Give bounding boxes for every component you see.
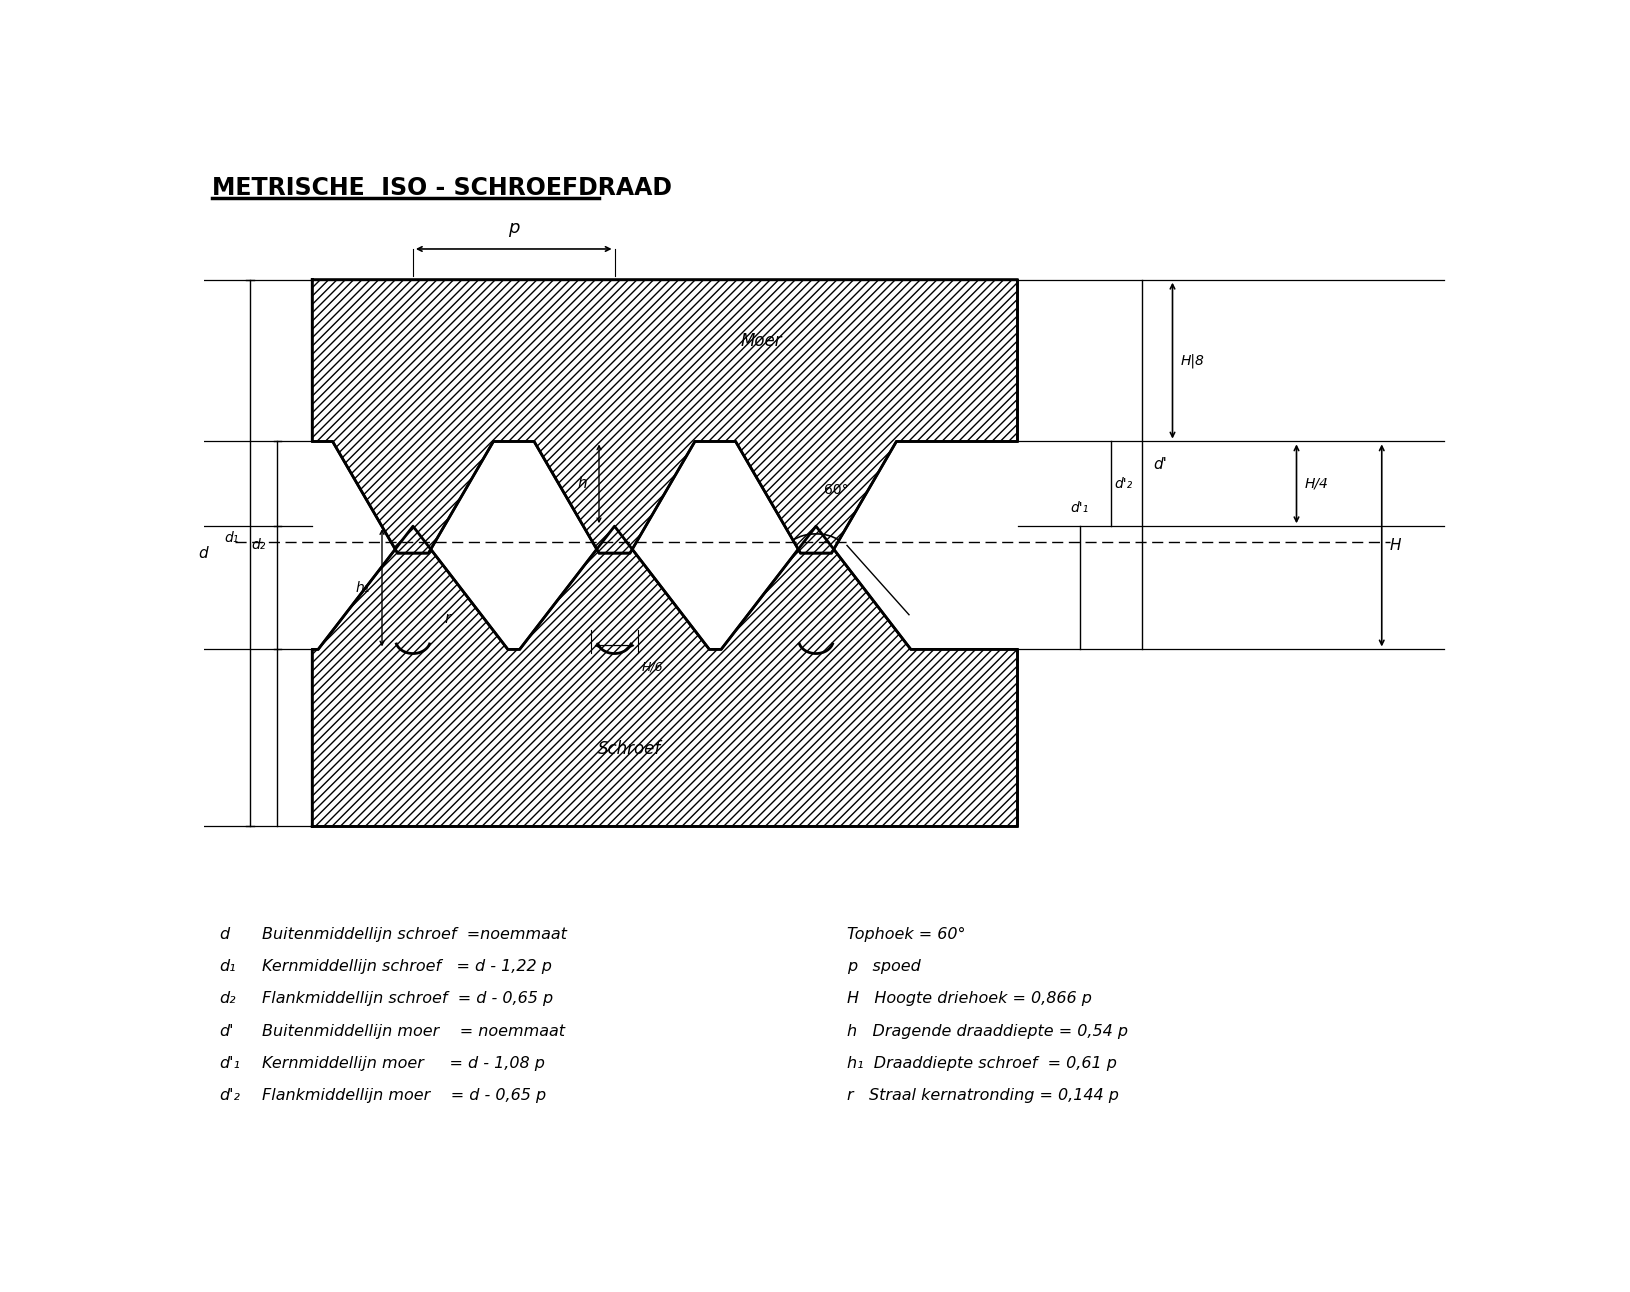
Text: d'₂: d'₂ xyxy=(220,1088,240,1103)
Text: H: H xyxy=(1389,537,1402,553)
Text: d₁: d₁ xyxy=(225,531,238,545)
Text: d'₁: d'₁ xyxy=(1071,500,1089,514)
Text: Schroef: Schroef xyxy=(598,740,662,758)
Text: d: d xyxy=(197,545,207,561)
Text: d₂: d₂ xyxy=(220,991,236,1006)
Text: r: r xyxy=(443,611,450,627)
Text: Kernmiddellijn schroef   = d - 1,22 p: Kernmiddellijn schroef = d - 1,22 p xyxy=(262,959,551,974)
Text: h   Dragende draaddiepte = 0,54 p: h Dragende draaddiepte = 0,54 p xyxy=(848,1023,1128,1039)
Text: Buitenmiddellijn schroef  =noemmaat: Buitenmiddellijn schroef =noemmaat xyxy=(262,926,567,942)
Text: METRISCHE  ISO - SCHROEFDRAAD: METRISCHE ISO - SCHROEFDRAAD xyxy=(212,176,672,200)
Text: p   spoed: p spoed xyxy=(848,959,921,974)
Text: d': d' xyxy=(220,1023,233,1039)
Text: Buitenmiddellijn moer    = noemmaat: Buitenmiddellijn moer = noemmaat xyxy=(262,1023,566,1039)
Text: Moer: Moer xyxy=(742,332,782,350)
Text: r   Straal kernatronding = 0,144 p: r Straal kernatronding = 0,144 p xyxy=(848,1088,1118,1103)
Text: d₂: d₂ xyxy=(251,539,266,553)
Text: d'₂: d'₂ xyxy=(1115,477,1133,491)
Text: H/6: H/6 xyxy=(642,662,663,674)
Text: d₁: d₁ xyxy=(220,959,236,974)
Text: d'₁: d'₁ xyxy=(220,1056,240,1071)
Polygon shape xyxy=(313,280,1017,553)
Text: h: h xyxy=(577,477,587,491)
Text: H   Hoogte driehoek = 0,866 p: H Hoogte driehoek = 0,866 p xyxy=(848,991,1092,1006)
Text: h₁  Draaddiepte schroef  = 0,61 p: h₁ Draaddiepte schroef = 0,61 p xyxy=(848,1056,1117,1071)
Text: Flankmiddellijn moer    = d - 0,65 p: Flankmiddellijn moer = d - 0,65 p xyxy=(262,1088,546,1103)
Text: 60°: 60° xyxy=(823,483,848,496)
Text: d: d xyxy=(220,926,230,942)
Polygon shape xyxy=(313,526,1017,827)
Text: H|8: H|8 xyxy=(1180,354,1205,368)
Text: p: p xyxy=(509,220,520,238)
Text: h₁: h₁ xyxy=(355,581,370,594)
Text: d': d' xyxy=(1152,457,1167,472)
Text: H/4: H/4 xyxy=(1304,477,1328,491)
Text: Kernmiddellijn moer     = d - 1,08 p: Kernmiddellijn moer = d - 1,08 p xyxy=(262,1056,544,1071)
Text: Flankmiddellijn schroef  = d - 0,65 p: Flankmiddellijn schroef = d - 0,65 p xyxy=(262,991,553,1006)
Text: Tophoek = 60°: Tophoek = 60° xyxy=(848,926,965,942)
